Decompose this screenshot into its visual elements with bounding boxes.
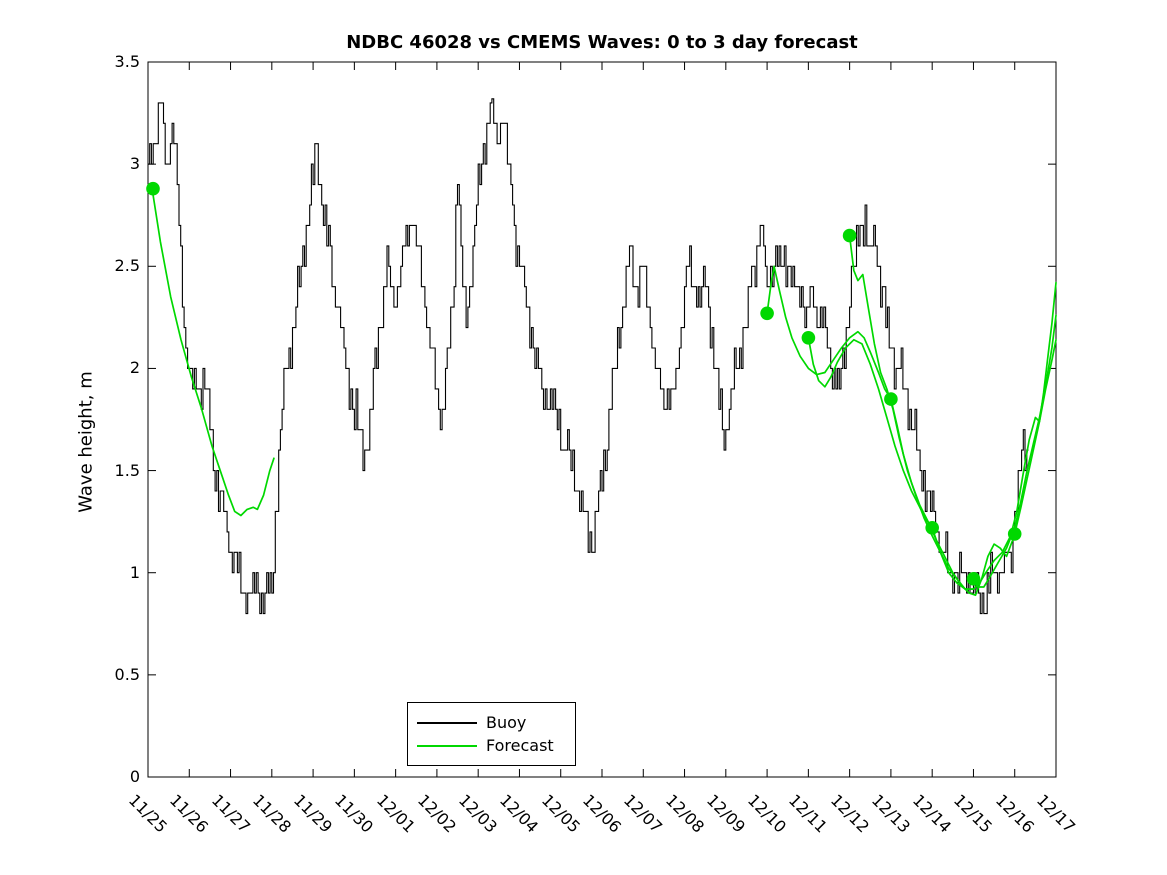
buoy-series (148, 98, 1029, 615)
y-axis-label: Wave height, m (75, 371, 97, 513)
legend: Buoy Forecast (407, 702, 576, 766)
legend-item-buoy: Buoy (408, 713, 575, 732)
chart-title: NDBC 46028 vs CMEMS Waves: 0 to 3 day fo… (346, 32, 858, 53)
forecast-start-marker (884, 392, 898, 406)
y-tick-label: 0.5 (114, 664, 140, 684)
forecast-start-marker (1007, 527, 1022, 541)
forecast-start-marker (842, 228, 857, 243)
forecast-series-12-14 (931, 281, 1057, 590)
forecast-series-11-25 (151, 187, 275, 517)
plot-frame (147, 61, 1057, 778)
y-tick-label: 0 (129, 767, 140, 786)
y-tick-label: 2 (129, 358, 140, 378)
forecast-start-marker (925, 521, 939, 535)
y-tick-label: 3.5 (114, 52, 140, 71)
forecast-line-sample (417, 744, 477, 747)
forecast-series-12-16 (1013, 338, 1057, 535)
forecast-start-marker (146, 181, 160, 196)
forecast-start-marker (801, 331, 816, 345)
forecast-series-12-15 (972, 314, 1057, 588)
buoy-line-sample (417, 721, 477, 724)
forecast-start-marker (966, 572, 981, 586)
y-tick-label: 2.5 (114, 256, 140, 276)
legend-item-forecast: Forecast (408, 736, 575, 755)
y-tick-label: 1 (129, 562, 140, 582)
forecast-start-marker (760, 306, 774, 321)
y-tick-label: 3 (129, 154, 140, 174)
forecast-series-12-10 (766, 265, 892, 400)
y-tick-label: 1.5 (114, 460, 140, 480)
legend-label-buoy: Buoy (486, 713, 527, 732)
forecast-series-12-11 (807, 336, 934, 529)
legend-label-forecast: Forecast (486, 736, 554, 755)
